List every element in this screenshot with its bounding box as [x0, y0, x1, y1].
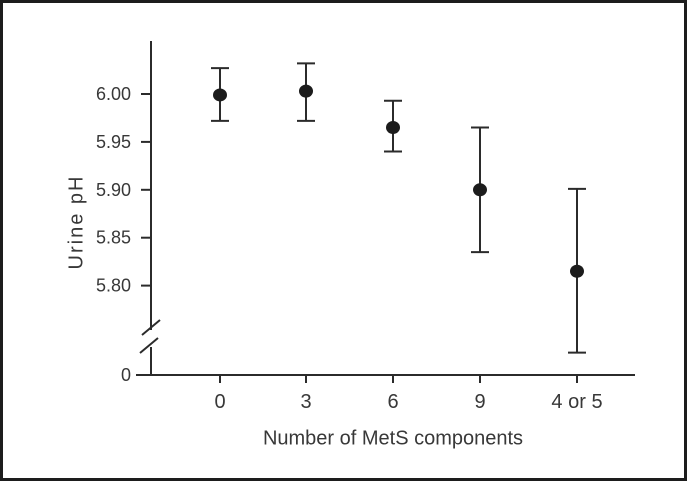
x-axis-title: Number of MetS components: [262, 427, 524, 450]
data-point-marker: [299, 84, 313, 98]
x-tick-label: 4 or 5: [551, 391, 602, 413]
data-point-marker: [473, 183, 487, 197]
x-tick-label: 9: [474, 391, 485, 413]
axis-break-slash-lower: [139, 337, 159, 354]
y-tick-label: 0: [121, 365, 131, 385]
x-tick-label: 0: [214, 391, 225, 413]
y-tick-label: 5.95: [96, 132, 131, 152]
urine-ph-chart: 6.00 5.95 5.90 5.85 5.80 0 0 3 6 9 4 or 5: [96, 41, 635, 413]
data-point-marker: [213, 88, 227, 102]
y-tick-label: 6.00: [96, 84, 131, 104]
data-point-marker: [570, 264, 584, 278]
x-tick-label: 6: [387, 391, 398, 413]
x-tick-label: 3: [300, 391, 311, 413]
axis-break-slash-upper: [141, 319, 161, 336]
y-axis-title: Urine pH: [65, 174, 88, 270]
data-point-marker: [386, 121, 400, 135]
y-tick-label: 5.85: [96, 228, 131, 248]
y-tick-label: 5.90: [96, 180, 131, 200]
y-tick-label: 5.80: [96, 276, 131, 296]
